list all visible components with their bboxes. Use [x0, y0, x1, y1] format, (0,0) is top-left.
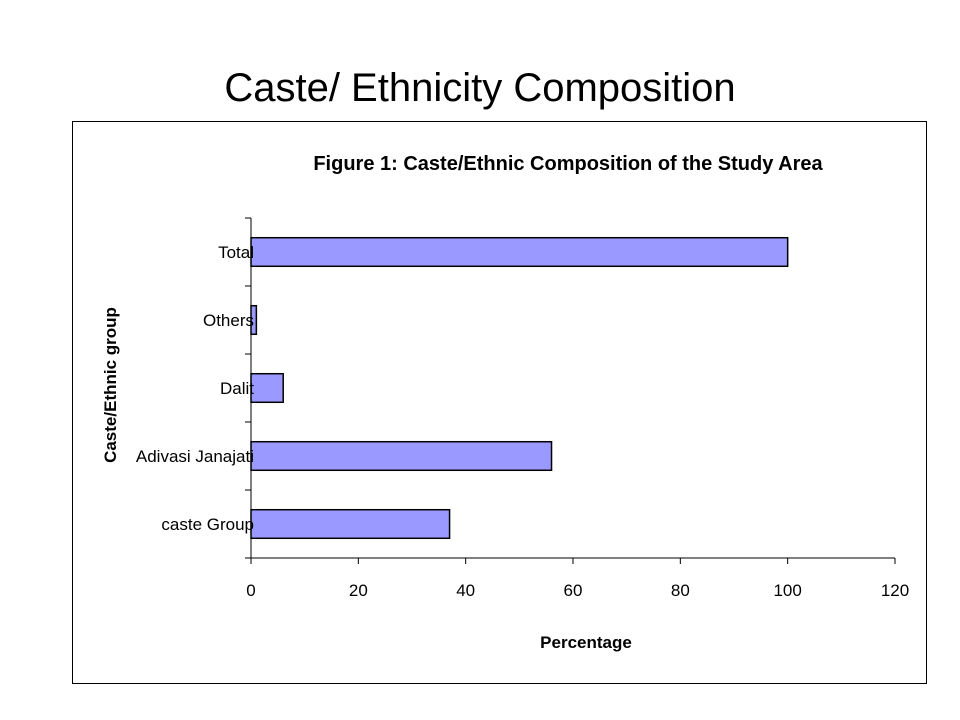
slide-title: Caste/ Ethnicity Composition [224, 66, 736, 110]
x-tick-label: 20 [349, 581, 368, 600]
bar [250, 440, 553, 472]
category-label: Dalit [220, 379, 254, 398]
x-tick-label: 120 [881, 581, 909, 600]
category-label: Total [218, 243, 254, 262]
bar [250, 372, 284, 404]
x-tick-label: 100 [773, 581, 801, 600]
category-label: Adivasi Janajati [136, 447, 254, 466]
category-label: caste Group [161, 515, 254, 534]
bar-chart: Figure 1: Caste/Ethnic Composition of th… [101, 153, 909, 652]
x-tick-label: 40 [456, 581, 475, 600]
chart-frame: Figure 1: Caste/Ethnic Composition of th… [72, 121, 927, 684]
chart-title: Figure 1: Caste/Ethnic Composition of th… [313, 153, 823, 175]
y-axis-title: Caste/Ethnic group [101, 307, 120, 463]
bar [250, 508, 451, 540]
x-tick-label: 80 [671, 581, 690, 600]
bar [250, 236, 789, 268]
category-label: Others [203, 311, 254, 330]
x-tick-label: 0 [246, 581, 255, 600]
x-axis-title: Percentage [540, 633, 632, 652]
x-tick-label: 60 [564, 581, 583, 600]
